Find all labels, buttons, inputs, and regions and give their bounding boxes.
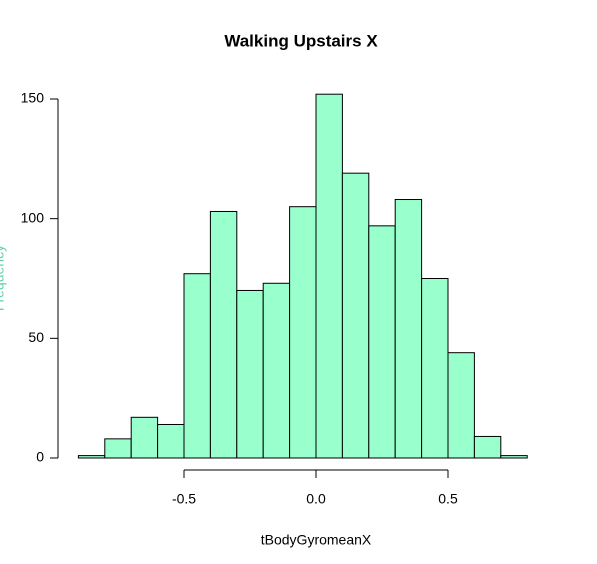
bar: [104, 438, 132, 459]
x-tick-label: -0.5: [172, 491, 196, 507]
bar: [262, 282, 291, 459]
bar: [236, 289, 264, 459]
bar: [77, 455, 106, 459]
y-tick-label: 100: [21, 209, 45, 225]
bar: [315, 93, 343, 459]
bar: [130, 416, 159, 459]
bar: [341, 172, 370, 459]
bar: [289, 206, 317, 459]
y-axis-label: Frequency: [0, 245, 7, 311]
bar: [209, 210, 238, 459]
bar: [394, 199, 423, 459]
bar: [500, 455, 528, 459]
x-tick-label: 0.5: [438, 491, 458, 507]
bar: [473, 435, 502, 459]
y-tick-label: 150: [21, 90, 45, 106]
x-axis-label: tBodyGyromeanX: [261, 532, 372, 548]
bar: [421, 277, 449, 459]
chart-title: Walking Upstairs X: [224, 31, 378, 50]
bar: [183, 273, 211, 459]
bar: [447, 352, 475, 459]
x-tick-label: 0.0: [306, 491, 326, 507]
bar: [157, 423, 185, 459]
y-tick-label: 50: [28, 329, 44, 345]
y-tick-label: 0: [36, 449, 44, 465]
bar: [368, 225, 396, 459]
